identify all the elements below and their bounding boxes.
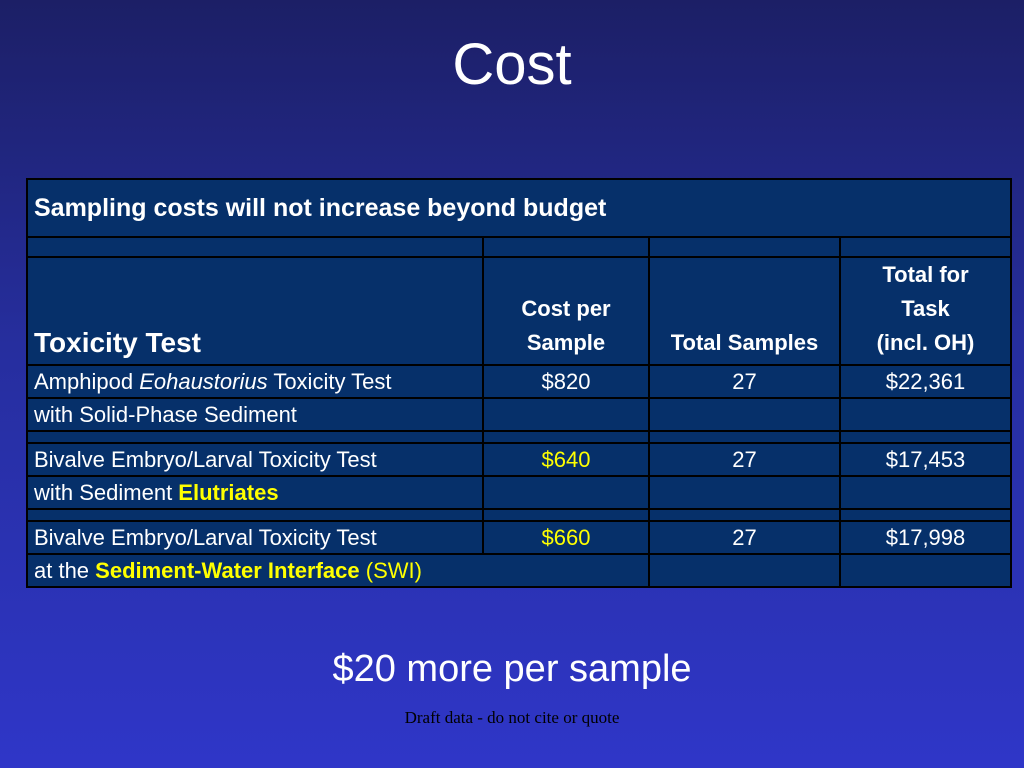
test-name-text: Toxicity Test	[267, 368, 392, 394]
cost-per-sample-cell: $660	[482, 520, 650, 555]
header-cost-line2: Sample	[526, 330, 606, 355]
empty-cell	[838, 508, 1013, 522]
cost-table: Sampling costs will not increase beyond …	[25, 178, 1013, 588]
header-cost-per-sample: Cost per Sample	[482, 256, 650, 366]
cost-per-sample-cell: $820	[482, 364, 650, 399]
table-row: Bivalve Embryo/Larval Toxicity Test $640…	[26, 442, 1013, 477]
blank-row	[26, 236, 1013, 258]
empty-cell	[26, 236, 484, 258]
empty-cell	[482, 397, 650, 432]
table-row-continuation: with Sediment Elutriates	[26, 475, 1013, 510]
empty-cell	[648, 553, 841, 588]
header-toxicity-test: Toxicity Test	[26, 256, 484, 366]
empty-cell	[648, 430, 841, 444]
header-total-for-task: Total for Task (incl. OH)	[838, 256, 1013, 366]
total-for-task-cell: $17,998	[838, 520, 1013, 555]
test-name-cell: Bivalve Embryo/Larval Toxicity Test	[26, 442, 484, 477]
empty-cell	[482, 430, 650, 444]
total-samples-cell: 27	[648, 442, 841, 477]
empty-cell	[648, 508, 841, 522]
empty-cell	[648, 236, 841, 258]
table-row-continuation: with Solid-Phase Sediment	[26, 397, 1013, 432]
total-for-task-cell: $22,361	[838, 364, 1013, 399]
empty-cell	[838, 553, 1013, 588]
test-name-text: Amphipod	[34, 368, 140, 394]
slide-title: Cost	[452, 32, 572, 97]
empty-cell	[26, 508, 484, 522]
test-name-cell: Amphipod Eohaustorius Toxicity Test	[26, 364, 484, 399]
empty-cell	[838, 475, 1013, 510]
spacer-row	[26, 430, 1013, 444]
empty-cell	[838, 236, 1013, 258]
draft-note: Draft data - do not cite or quote	[404, 708, 620, 727]
test-name-cell: Bivalve Embryo/Larval Toxicity Test	[26, 520, 484, 555]
header-row: Toxicity Test Cost per Sample Total Samp…	[26, 256, 1013, 366]
highlight-suffix-text: (SWI)	[359, 557, 422, 583]
empty-cell	[482, 475, 650, 510]
empty-cell	[648, 475, 841, 510]
empty-cell	[482, 508, 650, 522]
spacer-row	[26, 508, 1013, 522]
test-detail-cell: with Sediment Elutriates	[26, 475, 484, 510]
highlight-text: Elutriates	[178, 479, 279, 505]
header-total-line3: (incl. OH)	[876, 330, 975, 355]
test-detail-text: with Sediment	[34, 479, 179, 505]
header-total-line1: Total for	[882, 262, 969, 287]
test-detail-cell: with Solid-Phase Sediment	[26, 397, 484, 432]
total-samples-cell: 27	[648, 520, 841, 555]
empty-cell	[838, 430, 1013, 444]
empty-cell	[648, 397, 841, 432]
header-total-line2: Task	[901, 296, 950, 321]
header-cost-line1: Cost per	[521, 296, 611, 321]
species-name: Eohaustorius	[139, 368, 268, 394]
test-detail-text: at the	[34, 557, 96, 583]
empty-cell	[26, 430, 484, 444]
empty-cell	[482, 236, 650, 258]
table-row: Amphipod Eohaustorius Toxicity Test $820…	[26, 364, 1013, 399]
empty-cell	[838, 397, 1013, 432]
caption-row: Sampling costs will not increase beyond …	[25, 178, 1013, 238]
cost-per-sample-cell: $640	[482, 442, 650, 477]
total-for-task-cell: $17,453	[838, 442, 1013, 477]
table-row: Bivalve Embryo/Larval Toxicity Test $660…	[26, 520, 1013, 555]
summary-text: $20 more per sample	[332, 648, 692, 690]
table-caption: Sampling costs will not increase beyond …	[25, 178, 1013, 238]
highlight-text: Sediment-Water Interface	[95, 557, 360, 583]
table-row-continuation: at the Sediment-Water Interface (SWI)	[26, 553, 1013, 588]
test-detail-cell: at the Sediment-Water Interface (SWI)	[26, 553, 650, 588]
header-total-samples: Total Samples	[648, 256, 841, 366]
total-samples-cell: 27	[648, 364, 841, 399]
